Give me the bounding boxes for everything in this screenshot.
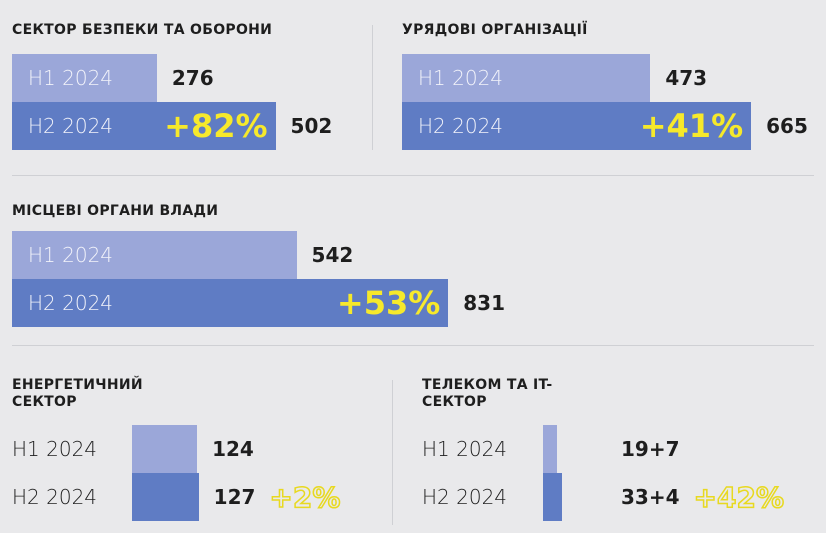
value-row: 502 <box>291 102 333 150</box>
change-label: +53% <box>336 284 441 322</box>
category-label: H1 2024 <box>28 66 114 90</box>
panel-title: УРЯДОВІ ОРГАНІЗАЦІЇ <box>402 22 588 38</box>
panel-title: МІСЦЕВІ ОРГАНИ ВЛАДИ <box>12 203 219 219</box>
value-label: 542 <box>311 243 354 267</box>
value-row: 127 +2% <box>213 473 342 521</box>
bar <box>132 473 199 521</box>
bar <box>12 231 297 279</box>
divider <box>12 345 814 346</box>
value-row: 33+4 +42% <box>621 473 785 521</box>
divider <box>12 175 814 176</box>
panel-title: ЕНЕРГЕТИЧНИЙ СЕКТОР <box>12 377 143 410</box>
bar <box>543 425 557 473</box>
value-row: 831 <box>463 279 505 327</box>
value-label: 473 <box>665 66 708 90</box>
panel-title: ТЕЛЕКОМ ТА IT-СЕКТОР <box>422 377 553 410</box>
category-label: H2 2024 <box>28 114 114 138</box>
category-label: H1 2024 <box>12 437 98 461</box>
value-row: 665 <box>766 102 808 150</box>
bar <box>12 279 449 327</box>
bar <box>132 425 198 473</box>
value-label: 831 <box>463 291 506 315</box>
value-label: 124 <box>212 437 254 461</box>
change-label: +2% <box>269 480 342 515</box>
category-label: H2 2024 <box>418 114 504 138</box>
panel-title: СЕКТОР БЕЗПЕКИ ТА ОБОРОНИ <box>12 22 273 38</box>
change-label: +42% <box>693 480 785 515</box>
change-label: +41% <box>639 107 744 145</box>
value-label: 502 <box>290 114 333 138</box>
category-label: H1 2024 <box>28 243 114 267</box>
value-row: 542 <box>312 231 354 279</box>
bar <box>402 54 651 102</box>
category-label: H1 2024 <box>422 437 508 461</box>
category-label: H2 2024 <box>12 485 98 509</box>
bar <box>12 54 157 102</box>
value-label: 127 <box>213 485 256 509</box>
value-row: 124 <box>212 425 254 473</box>
bar <box>402 102 752 150</box>
bar <box>543 473 563 521</box>
change-label: +82% <box>164 107 268 145</box>
value-label: 276 <box>171 66 214 90</box>
category-label: H1 2024 <box>418 66 504 90</box>
value-row: 276 <box>172 54 214 102</box>
value-row: 19+7 <box>621 425 680 473</box>
bar <box>12 102 276 150</box>
value-label: 19+7 <box>621 437 680 461</box>
divider <box>392 380 393 525</box>
value-row: 473 <box>665 54 707 102</box>
category-label: H2 2024 <box>28 291 114 315</box>
divider <box>372 25 373 150</box>
value-label: 33+4 <box>621 485 680 509</box>
category-label: H2 2024 <box>422 485 508 509</box>
value-label: 665 <box>766 114 808 138</box>
